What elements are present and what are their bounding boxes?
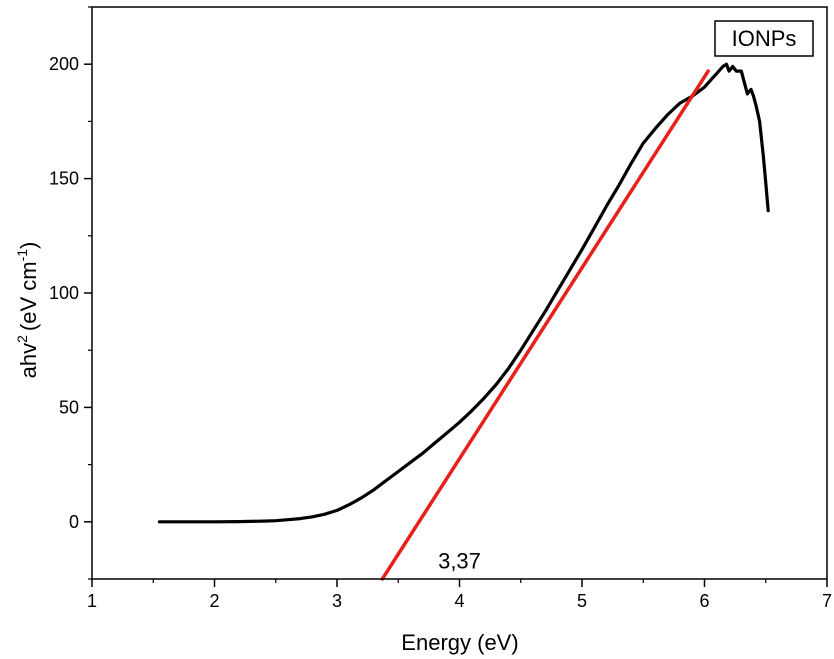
x-tick-label: 6	[699, 591, 709, 611]
plot-frame	[91, 6, 828, 580]
legend-label: IONPs	[732, 26, 797, 51]
y-axis-title: ahv2 (eV cm-1)	[14, 242, 41, 379]
y-axis-title-units: (eV cm	[16, 261, 41, 331]
y-axis-title-units-power: -1	[14, 249, 30, 262]
y-tick-label: 150	[49, 169, 79, 189]
x-tick-label: 7	[822, 591, 832, 611]
y-axis-title-base: ahv	[16, 343, 41, 378]
axis-ticks: 1 2 3 4 5 6 7 0 50 100 150 200	[49, 6, 832, 611]
y-tick-label: 100	[49, 283, 79, 303]
x-tick-label: 5	[577, 591, 587, 611]
x-axis-title: Energy (eV)	[401, 630, 518, 655]
y-axis-title-power: 2	[14, 335, 30, 343]
x-tick-label: 2	[209, 591, 219, 611]
x-tick-label: 4	[454, 591, 464, 611]
y-tick-label: 50	[59, 397, 79, 417]
y-tick-label: 0	[69, 512, 79, 532]
series-layer	[157, 62, 770, 581]
intercept-annotation: 3,37	[438, 549, 481, 574]
linear-fit-line	[380, 69, 710, 581]
legend: IONPs	[714, 20, 814, 57]
y-tick-label: 200	[49, 54, 79, 74]
y-axis-title-close: )	[16, 242, 41, 249]
legend-box	[714, 20, 814, 57]
x-tick-label: 1	[87, 591, 97, 611]
x-tick-label: 3	[332, 591, 342, 611]
series-line-ionps	[157, 62, 770, 524]
